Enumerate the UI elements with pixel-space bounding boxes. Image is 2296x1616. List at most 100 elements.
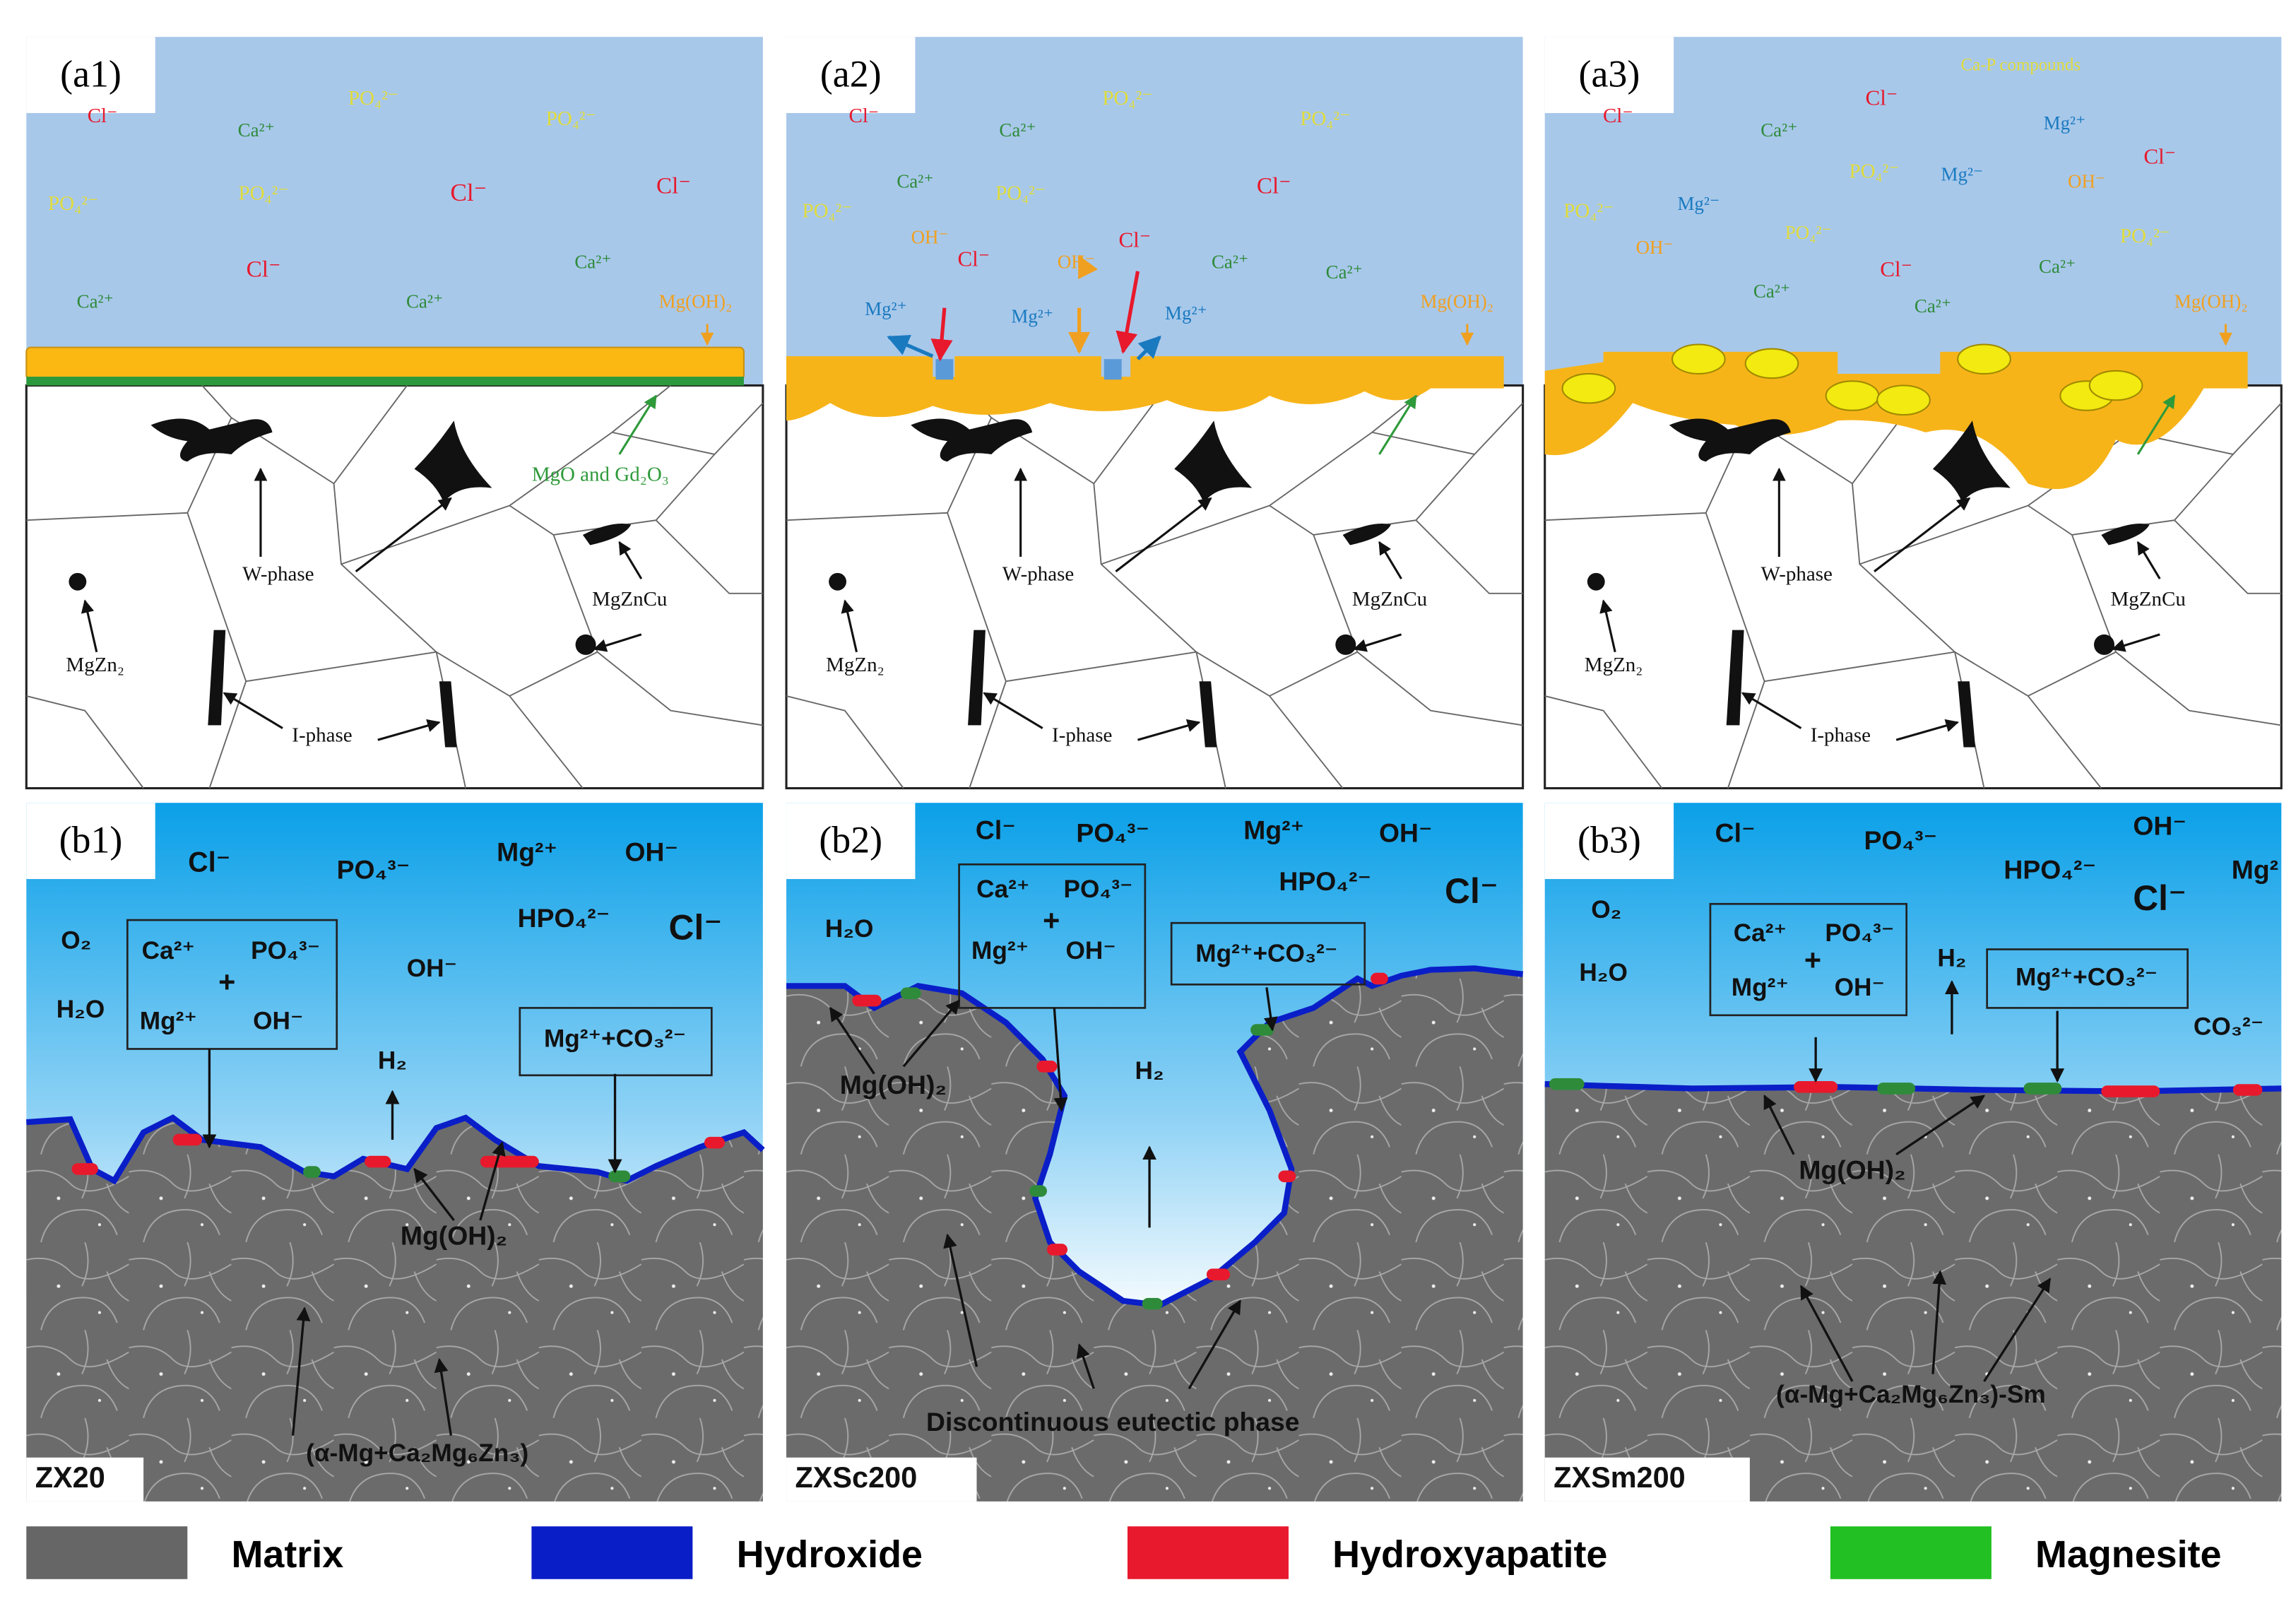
ion-label: Cl⁻ <box>1866 85 1898 110</box>
second-phase <box>829 572 847 591</box>
species-label: HPO₄²⁻ <box>1279 866 1371 896</box>
ion-label: MgZn₂ <box>1585 654 1643 676</box>
species-label: OH⁻ <box>1379 818 1433 848</box>
surface-deposit <box>480 1155 539 1168</box>
species-label: Mg²⁺ <box>1732 974 1789 1001</box>
species-label: Cl⁻ <box>1445 871 1498 911</box>
pit <box>935 359 954 380</box>
sample-tag <box>26 1457 144 1502</box>
ion-label: PO₄²⁻ <box>1102 87 1152 110</box>
ion-label: Ca²⁺ <box>574 252 611 273</box>
arrow <box>1353 633 1402 652</box>
grain-boundaries <box>26 384 764 789</box>
species-label: PO₄³⁻ <box>1064 875 1133 903</box>
matrix <box>786 968 1523 1502</box>
surface-deposit <box>1549 1078 1585 1090</box>
legend-label: Magnesite <box>2035 1533 2221 1576</box>
arrow <box>902 999 960 1068</box>
ion-label: Ca²⁺ <box>1326 261 1363 283</box>
surface-deposit <box>172 1133 203 1146</box>
reaction-box <box>126 919 338 1050</box>
legend-label: Hydroxyapatite <box>1332 1533 1607 1576</box>
arrow <box>223 692 283 729</box>
reaction-box <box>1709 902 1908 1017</box>
ion-label: Cl⁻ <box>247 256 281 282</box>
arrow <box>829 1006 875 1075</box>
ion-label: Ca²⁺ <box>2039 256 2076 277</box>
ion-label: PO₄²⁻ <box>1563 200 1614 223</box>
ion-label: PO₄²⁻ <box>802 200 852 223</box>
species-label: HPO₄²⁻ <box>518 903 610 933</box>
species-label: Cl⁻ <box>976 815 1016 845</box>
matrix <box>26 1117 763 1502</box>
ca-p-particle <box>1671 343 1726 374</box>
arrow <box>1983 1278 2052 1382</box>
surface-deposit <box>1250 1024 1274 1036</box>
surface-deposit <box>852 994 882 1007</box>
species-label: Mg(OH)₂ <box>1799 1155 1905 1184</box>
surface-deposit <box>1029 1185 1047 1197</box>
species-label: Mg²⁺ <box>497 837 557 867</box>
ion-label: Mg²⁺ <box>1011 305 1053 326</box>
arrow <box>1763 1095 1795 1155</box>
panel: (a2) Cl⁻ Ca²⁺ PO₄²⁻ PO₄²⁻ Ca²⁺ PO₄²⁻ Cl⁻ PO₄²⁻ OH… <box>785 37 1525 790</box>
corrosion-layer <box>786 356 1504 421</box>
species-label: OH⁻ <box>1835 974 1885 1001</box>
species-label: O₂ <box>1591 896 1621 924</box>
species-label: H₂O <box>1579 959 1627 986</box>
ion-arrow <box>1136 335 1161 361</box>
label-box <box>26 37 155 114</box>
species-label: Mg²⁺ <box>971 937 1029 965</box>
ion-label: Ca²⁺ <box>1753 281 1790 302</box>
ca-p-particle <box>2088 370 2143 401</box>
arrow <box>1895 719 1959 741</box>
panel-label: (a3) <box>1579 53 1640 95</box>
surface-deposit <box>2023 1083 2062 1095</box>
surface-deposit <box>365 1155 391 1168</box>
ion-label: I-phase <box>1811 724 1871 747</box>
arrow <box>1188 1299 1242 1390</box>
second-phase <box>1669 418 2150 748</box>
second-phase <box>575 634 596 655</box>
arrow <box>593 633 642 652</box>
panel: (b3) Cl⁻ PO₄³⁻ OH⁻ Mg² O₂ HPO₄²⁻ Cl⁻ H₂O Ca²⁺ PO₄³… <box>1544 803 2282 1502</box>
ion-label: MgZnCu <box>592 588 667 611</box>
arrow <box>943 1233 978 1367</box>
species-label: ZXSc200 <box>795 1461 917 1494</box>
reaction-box <box>1170 921 1366 986</box>
oxide-film <box>25 346 745 381</box>
oxide-layer <box>26 377 744 386</box>
film-arrow <box>618 394 657 455</box>
species-label: PO₄³⁻ <box>1864 825 1937 855</box>
ion-label: OH⁻ <box>911 226 949 247</box>
arrow <box>291 1307 311 1436</box>
grain-boundaries <box>1544 384 2282 789</box>
second-phase <box>150 418 632 748</box>
arrow <box>1599 599 1616 653</box>
ion-label: MgO and Gd₂O₃ <box>532 464 669 486</box>
ion-label: OH⁻ <box>2068 171 2105 192</box>
pit <box>1103 359 1122 380</box>
species-label: Cl⁻ <box>669 908 723 948</box>
ca-p-particle <box>1957 343 2011 374</box>
panel-label: (a2) <box>820 53 882 95</box>
ion-label: Mg²⁺ <box>865 298 907 319</box>
surface-deposit <box>1206 1268 1231 1280</box>
ion-arrow <box>1116 271 1140 354</box>
ion-label: Cl⁻ <box>849 105 880 127</box>
ion-label: Cl⁻ <box>88 105 118 127</box>
ion-label: Mg²⁻ <box>1941 163 1984 184</box>
reaction-box <box>1986 948 2189 1009</box>
species-label: Ca²⁺ <box>142 937 195 965</box>
second-phase <box>69 572 87 591</box>
reaction-box <box>958 863 1147 1009</box>
surface-deposit <box>1142 1297 1163 1310</box>
second-phase <box>1587 572 1605 591</box>
surface-deposit <box>1794 1081 1838 1093</box>
legend-swatch <box>1127 1526 1289 1579</box>
substrate <box>785 384 1525 790</box>
ion-label: Cl⁻ <box>957 246 990 271</box>
arrow <box>81 599 98 653</box>
